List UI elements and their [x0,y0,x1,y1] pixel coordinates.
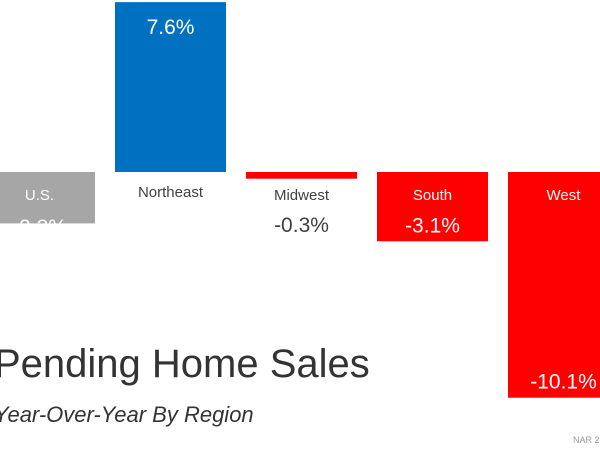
bar-west [508,172,600,398]
value-label-u-s: -2.3% [12,216,67,239]
category-label-south: South [413,187,452,204]
category-label-u-s: U.S. [25,187,54,204]
value-label-northeast: 7.6% [147,16,195,39]
chart-title: Pending Home Sales [0,342,370,386]
value-label-south: -3.1% [405,214,460,237]
value-label-west: -10.1% [530,371,597,394]
source-note: NAR 2 [573,435,600,445]
value-label-midwest: -0.3% [274,214,329,237]
bar-northeast [115,2,226,173]
category-label-west: West [547,187,582,204]
chart-subtitle: Year-Over-Year By Region [0,402,254,427]
bar-south [377,172,488,242]
category-label-midwest: Midwest [274,187,330,204]
bar-midwest [246,172,357,179]
bar-u-s [0,172,95,224]
category-label-northeast: Northeast [138,184,204,201]
